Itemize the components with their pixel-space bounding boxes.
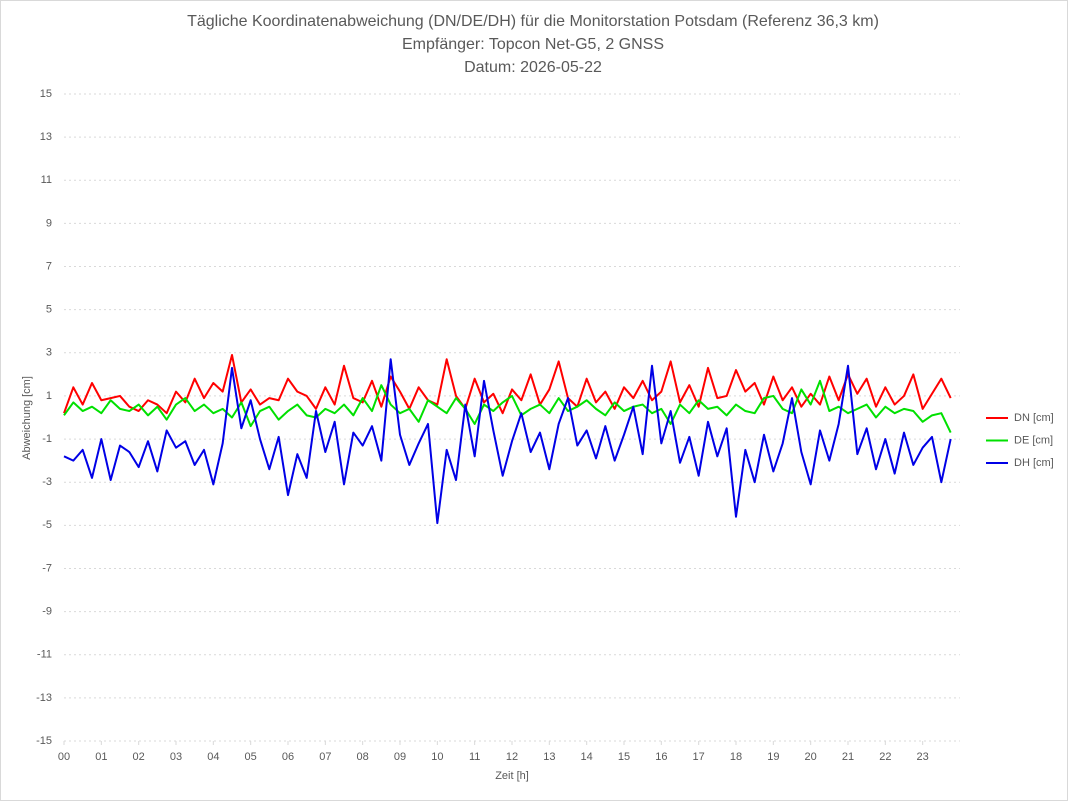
y-tick-label: -5 [42,519,52,531]
y-tick-label: 9 [46,217,52,229]
chart-date: Datum: 2026-05-22 [464,59,602,76]
x-tick-label: 08 [357,751,369,763]
x-tick-label: 19 [767,751,779,763]
series-line [63,379,952,434]
y-tick-label: -11 [37,649,52,661]
x-tick-label: 14 [581,751,593,763]
y-tick-label: 11 [41,174,52,186]
y-tick-label: -1 [42,433,52,445]
y-tick-label: 1 [46,390,52,402]
x-tick-label: 01 [95,751,107,763]
x-tick-label: 21 [842,751,854,763]
x-tick-label: 16 [655,751,667,763]
y-tick-label: 3 [46,347,52,359]
y-tick-label: -13 [36,692,52,704]
x-tick-label: 18 [730,751,742,763]
x-tick-label: 03 [170,751,182,763]
y-tick-label: 5 [46,304,52,316]
y-tick-label: 15 [40,88,52,100]
x-tick-label: 23 [917,751,929,763]
y-tick-label: -15 [36,735,52,747]
legend-label: DE [cm] [1014,434,1053,446]
x-tick-label: 15 [618,751,630,763]
x-tick-label: 05 [245,751,257,763]
y-tick-label: -3 [42,476,52,488]
y-axis-label: Abweichung [cm] [21,376,33,460]
x-tick-label: 11 [469,751,480,763]
x-axis-label: Zeit [h] [495,770,529,782]
x-tick-label: 07 [319,751,331,763]
x-tick-label: 20 [805,751,817,763]
chart-title: Tägliche Koordinatenabweichung (DN/DE/DH… [187,13,879,30]
legend-label: DN [cm] [1014,412,1054,424]
x-tick-label: 13 [543,751,555,763]
x-tick-label: 17 [693,751,705,763]
legend-label: DH [cm] [1014,457,1054,469]
x-tick-label: 10 [431,751,443,763]
y-tick-label: -9 [42,606,52,618]
x-tick-label: 09 [394,751,406,763]
y-tick-label: 7 [46,260,52,272]
y-tick-label: 13 [40,131,52,143]
x-tick-label: 22 [879,751,891,763]
x-tick-label: 06 [282,751,294,763]
chart-subtitle: Empfänger: Topcon Net-G5, 2 GNSS [402,36,664,53]
series-line [63,358,952,525]
y-tick-label: -7 [42,562,52,574]
x-tick-label: 02 [133,751,145,763]
x-tick-label: 04 [207,751,219,763]
series-line [63,353,952,415]
x-tick-label: 12 [506,751,518,763]
x-tick-label: 00 [58,751,70,763]
